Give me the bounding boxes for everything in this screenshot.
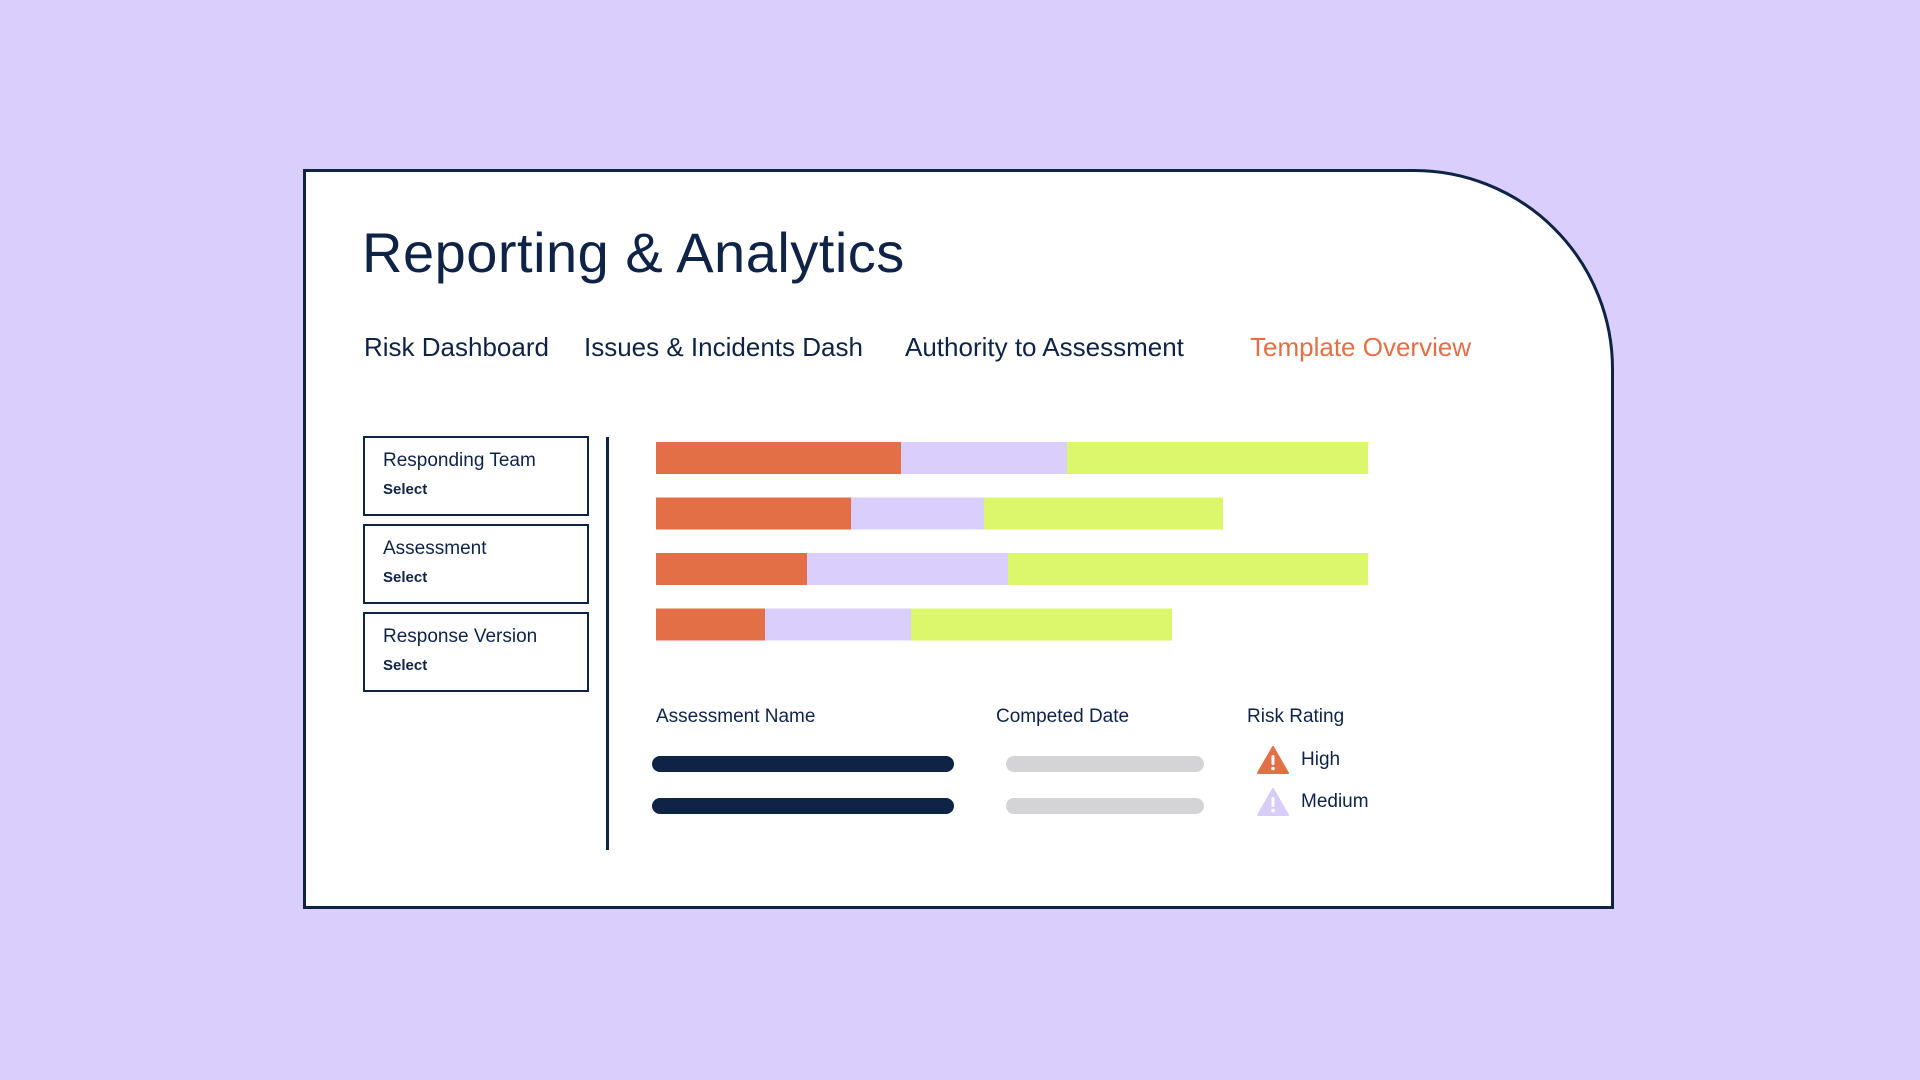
tab-template-overview[interactable]: Template Overview [1250, 332, 1472, 362]
bar-segment-4-2 [765, 608, 911, 641]
filter-value: Select [383, 569, 428, 586]
bar-segment-3-1 [656, 553, 807, 585]
risk-rating-high: High [1257, 746, 1340, 774]
tab-authority-to-assessment[interactable]: Authority to Assessment [905, 332, 1184, 362]
response-version-select[interactable]: Response Version Select [363, 612, 589, 692]
filter-value: Select [383, 481, 428, 498]
tab-issues-incidents-dash[interactable]: Issues & Incidents Dash [584, 332, 863, 362]
bar-segment-2-2 [851, 497, 984, 530]
assessment-select[interactable]: Assessment Select [363, 524, 589, 604]
bar-segment-4-3 [911, 608, 1172, 641]
tab-risk-dashboard[interactable]: Risk Dashboard [364, 332, 549, 362]
warning-triangle-icon [1257, 746, 1289, 774]
page-title: Reporting & Analytics [362, 221, 905, 284]
header-assessment-name: Assessment Name [656, 706, 816, 727]
filter-panel: Responding Team Select Assessment Select… [363, 436, 589, 700]
header-risk-rating: Risk Rating [1247, 706, 1345, 727]
reporting-card: Reporting & Analytics Risk Dashboard Iss… [303, 169, 1614, 909]
tab-bar: Risk Dashboard Issues & Incidents Dash A… [306, 332, 1611, 372]
filter-value: Select [383, 657, 428, 674]
assessment-name-placeholder [652, 756, 954, 772]
assessment-table: Assessment Name Competed Date Risk Ratin… [652, 706, 1556, 846]
bar-segment-1-3 [1067, 442, 1368, 474]
filter-label: Response Version [383, 626, 538, 647]
stacked-bar-chart [656, 442, 1368, 641]
bar-segment-3-3 [1008, 553, 1368, 585]
risk-rating-medium: Medium [1257, 788, 1369, 816]
warning-triangle-icon [1257, 788, 1289, 816]
completed-date-placeholder [1006, 798, 1204, 814]
bar-segment-4-1 [656, 608, 765, 641]
panel-divider [606, 437, 609, 850]
risk-rating-label: Medium [1301, 791, 1369, 812]
completed-date-placeholder [1006, 756, 1204, 772]
filter-label: Responding Team [383, 450, 536, 471]
bar-segment-3-2 [807, 553, 1008, 585]
header-completed-date: Competed Date [996, 706, 1130, 727]
risk-rating-label: High [1301, 749, 1341, 770]
bar-segment-1-1 [656, 442, 901, 474]
assessment-name-placeholder [652, 798, 954, 814]
bar-segment-1-2 [901, 442, 1067, 474]
filter-label: Assessment [383, 538, 487, 559]
bar-segment-2-1 [656, 497, 851, 530]
bar-segment-2-3 [984, 497, 1223, 530]
responding-team-select[interactable]: Responding Team Select [363, 436, 589, 516]
